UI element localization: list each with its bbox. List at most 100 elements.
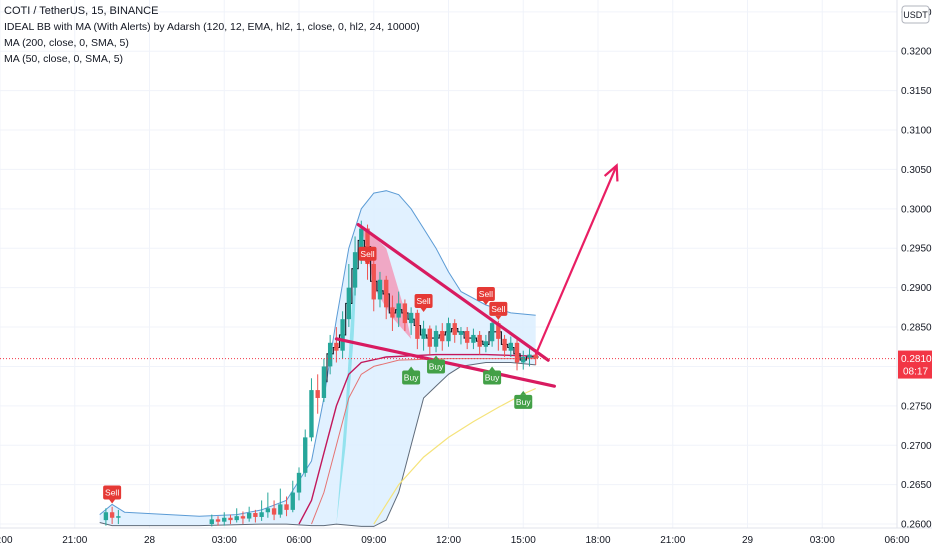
candle-body [290,492,295,510]
y-tick-label: 0.2750 [901,401,932,412]
signal-pointer [420,308,427,313]
symbol-title[interactable]: COTI / TetherUS, 15, BINANCE [4,5,159,17]
signal-label: Buy [485,372,500,382]
currency-badge[interactable]: USDT [901,5,930,24]
signal-box [483,370,502,385]
current-price-label: 0.2810 08:17 [898,350,932,379]
candle-body [259,512,264,517]
buy-signal: Buy [483,366,502,385]
y-tick-label: 0.3200 [901,47,932,58]
signal-box [414,294,433,309]
y-tick-label: 0.2850 [901,323,932,334]
candle-body [384,279,389,308]
signal-box [358,246,377,261]
signal-pointer [482,300,489,305]
candle-body [440,330,445,342]
candle-body [209,519,214,525]
candle-body [346,287,352,320]
candle-body [327,342,333,367]
candle-body [116,516,121,518]
signal-box [514,394,533,409]
candle-body [415,312,420,339]
candle-body [396,303,401,318]
candle-body [359,228,364,253]
candle-body [477,334,482,347]
bb-lower-line [99,362,536,527]
current-price-value: 0.2810 [901,354,932,365]
candle-body [408,312,414,324]
sell-signal: Sell [489,301,508,320]
wedge-lower-line [334,337,556,388]
signal-pointer [408,366,415,371]
drawings[interactable] [334,163,619,388]
signal-box [402,370,421,385]
sell-signal: Sell [103,485,122,504]
candles [103,220,538,527]
candle-body [446,323,451,342]
signal-label: Buy [516,397,531,407]
y-tick-label: 0.3000 [901,204,932,215]
candle-body [496,323,501,339]
candle-body [371,264,376,300]
candle-body [377,279,383,300]
indicator-ma50[interactable]: MA (50, close, 0, SMA, 5) [4,53,124,65]
candle-body [527,354,532,357]
candle-body [303,437,308,473]
signal-label: Sell [416,296,430,306]
x-tick-label: 21:00 [660,535,685,546]
grid [0,0,898,528]
signal-box [489,301,508,316]
ema-line [298,353,536,525]
candle-body [533,354,538,359]
time-axis-bg [0,528,932,550]
sell-signal: Sell [476,286,495,305]
candle-body [109,512,115,518]
candle-body [390,307,395,318]
candle-body [465,330,470,343]
candle-body [483,341,489,347]
buy-zone [336,240,359,525]
candle-body [433,330,439,347]
y-tick-label: 0.2950 [901,244,932,255]
x-tick-label: 21:00 [62,535,87,546]
candle-body [253,513,258,517]
projection-arrow-shaft [534,165,618,356]
y-tick-label: 0.2700 [901,441,932,452]
candle-body [234,516,239,521]
y-tick-label: 0.3100 [901,126,932,137]
candle-body [521,356,526,363]
candle-body [265,508,271,513]
projection-arrow-icon [603,163,619,182]
y-tick-label: 0.2900 [901,283,932,294]
indicator-ma200[interactable]: MA (200, close, 0, SMA, 5) [4,37,129,49]
candle-body [514,342,520,363]
countdown-value: 08:17 [903,367,928,378]
signal-pointer [489,366,496,371]
candle-body [284,504,289,510]
signal-box [427,359,446,374]
candle-body [502,338,507,351]
buy-signal: Buy [402,366,421,385]
candle-body [315,390,320,398]
candle-body [421,328,426,339]
buy-signal: Buy [514,390,533,409]
currency-badge-label: USDT [903,10,928,20]
candle-body [340,319,345,351]
indicator-bb[interactable]: IDEAL BB with MA (With Alerts) by Adarsh… [4,21,420,33]
signals: Sell Sell Sell Sell Sell Buy Buy Buy Buy [103,246,533,504]
candle-body [240,516,246,519]
buy-signal: Buy [427,355,446,374]
signal-label: Sell [479,289,493,299]
price-axis-bg [897,0,932,550]
signal-pointer [520,390,527,395]
signal-pointer [364,260,371,265]
x-tick-label: 18:00 [0,535,13,546]
signal-box [103,485,122,500]
candle-body [321,366,327,398]
candle-body [309,390,314,438]
current-price-box [898,350,932,379]
signal-pointer [495,315,502,320]
